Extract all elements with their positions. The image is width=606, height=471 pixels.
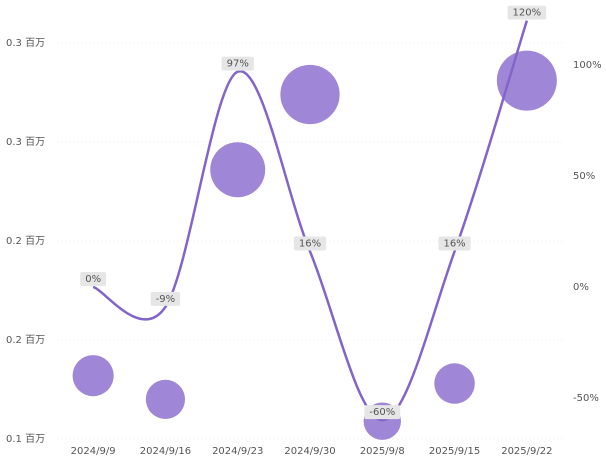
x-tick-label: 2025/9/22: [501, 446, 552, 457]
bubble: [210, 142, 266, 198]
bubble: [72, 355, 114, 397]
bubble: [434, 363, 475, 404]
data-label-box: [221, 56, 254, 71]
y-tick-label: 0.3 百万: [6, 37, 45, 49]
bubble: [280, 64, 340, 125]
data-label: 16%: [293, 236, 327, 251]
x-tick-label: 2024/9/23: [212, 446, 263, 457]
x-tick-label: 2024/9/9: [71, 446, 116, 457]
y-tick-label: 0.2 百万: [6, 235, 45, 247]
y2-tick-label: 50%: [573, 171, 595, 182]
y-tick-label: 0.2 百万: [6, 334, 45, 346]
data-label-text: 97%: [227, 59, 249, 70]
y-tick-label: 0.1 百万: [6, 433, 45, 445]
data-label-text: 16%: [443, 238, 465, 249]
x-tick-label: 2025/9/8: [360, 446, 405, 457]
data-label: 97%: [221, 56, 254, 71]
y2-tick-label: 0%: [573, 282, 589, 293]
data-label-text: 16%: [299, 238, 321, 249]
data-label-box: [364, 405, 401, 420]
data-label-box: [438, 236, 471, 251]
bubble: [496, 50, 557, 111]
data-label-text: 0%: [85, 274, 101, 285]
data-label-text: 120%: [513, 8, 542, 19]
data-label: -60%: [364, 405, 401, 420]
data-label-text: -60%: [369, 407, 395, 418]
data-label: 120%: [507, 5, 547, 20]
y-tick-label: 0.3 百万: [6, 136, 45, 148]
x-tick-label: 2024/9/30: [284, 446, 335, 457]
data-label-box: [150, 291, 181, 306]
x-tick-label: 2025/9/15: [429, 446, 480, 457]
data-label: -9%: [150, 291, 181, 306]
x-tick-label: 2024/9/16: [140, 446, 191, 457]
y2-tick-label: -50%: [573, 393, 599, 404]
data-label: 0%: [80, 271, 107, 286]
y2-tick-label: 100%: [573, 60, 602, 71]
data-label-box: [80, 271, 107, 286]
data-label: 16%: [438, 236, 471, 251]
data-label-box: [507, 5, 547, 20]
data-label-text: -9%: [156, 294, 175, 305]
data-label-box: [293, 236, 327, 251]
bubble: [145, 379, 186, 420]
